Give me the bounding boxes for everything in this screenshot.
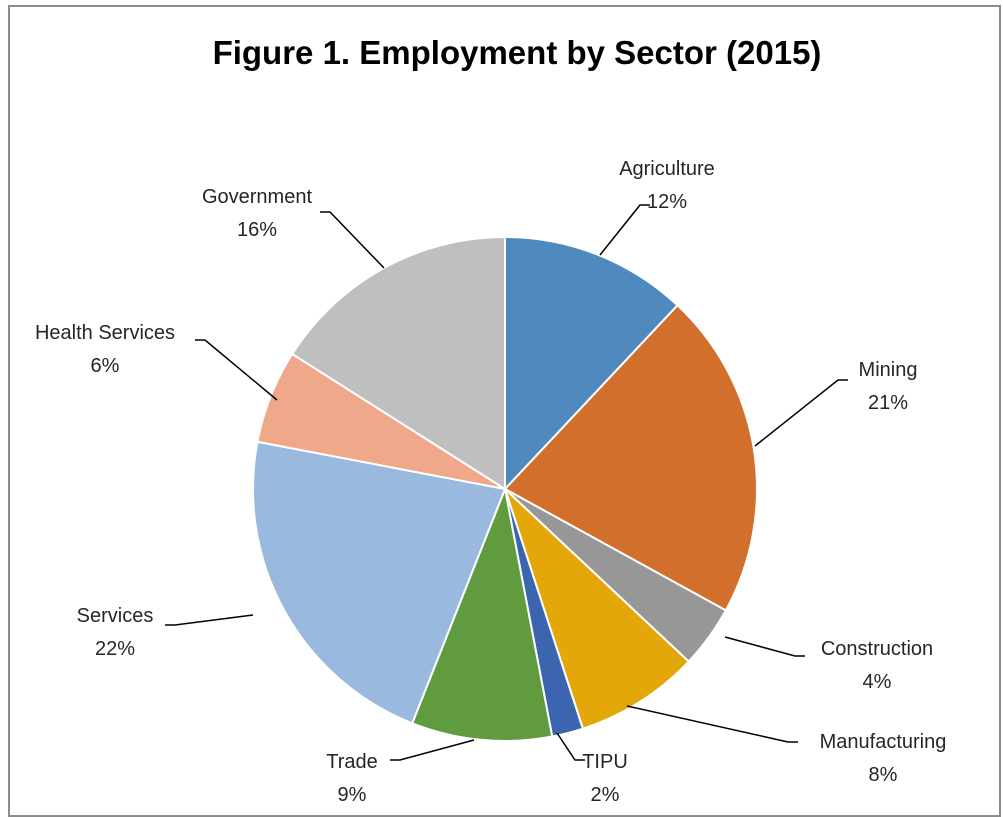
leader-line-construction bbox=[724, 636, 805, 657]
slice-value-construction: 4% bbox=[863, 671, 892, 693]
slice-label-mining: Mining bbox=[859, 359, 918, 381]
slice-value-manufacturing: 8% bbox=[869, 764, 898, 786]
slice-value-health-services: 6% bbox=[91, 355, 120, 377]
leader-line-trade bbox=[390, 739, 475, 761]
leader-line-services bbox=[165, 614, 254, 626]
slice-labels: Agriculture 12% Mining 21% Construction 4% Man… bbox=[35, 158, 946, 806]
leader-line-mining bbox=[754, 379, 848, 447]
pie-slice-mining bbox=[503, 303, 758, 612]
leader-line-agriculture bbox=[599, 204, 650, 256]
slice-value-agriculture: 12% bbox=[647, 191, 687, 213]
leader-line-health-services bbox=[195, 339, 278, 401]
slice-value-trade: 9% bbox=[338, 784, 367, 806]
leader-lines bbox=[165, 204, 848, 761]
slice-value-mining: 21% bbox=[868, 392, 908, 414]
slice-value-tipu: 2% bbox=[591, 784, 620, 806]
pie-slice-trade bbox=[410, 485, 554, 742]
leader-line-tipu bbox=[556, 732, 585, 761]
leader-line-manufacturing bbox=[626, 705, 798, 743]
pie-slices bbox=[252, 235, 758, 742]
slice-label-government: Government bbox=[202, 186, 312, 208]
slice-label-tipu: TIPU bbox=[582, 751, 628, 773]
slice-value-services: 22% bbox=[95, 638, 135, 660]
pie-slice-agriculture bbox=[504, 235, 679, 492]
chart-title: Figure 1. Employment by Sector (2015) bbox=[213, 34, 822, 71]
slice-label-services: Services bbox=[77, 605, 154, 627]
slice-label-health-services: Health Services bbox=[35, 322, 175, 344]
slice-label-agriculture: Agriculture bbox=[619, 158, 715, 180]
leader-line-government bbox=[320, 211, 385, 269]
pie-slice-services bbox=[252, 440, 507, 725]
pie-slice-manufacturing bbox=[504, 488, 691, 730]
slice-label-construction: Construction bbox=[821, 638, 933, 660]
slice-label-trade: Trade bbox=[326, 751, 378, 773]
slice-label-manufacturing: Manufacturing bbox=[820, 731, 947, 753]
slice-value-government: 16% bbox=[237, 219, 277, 241]
